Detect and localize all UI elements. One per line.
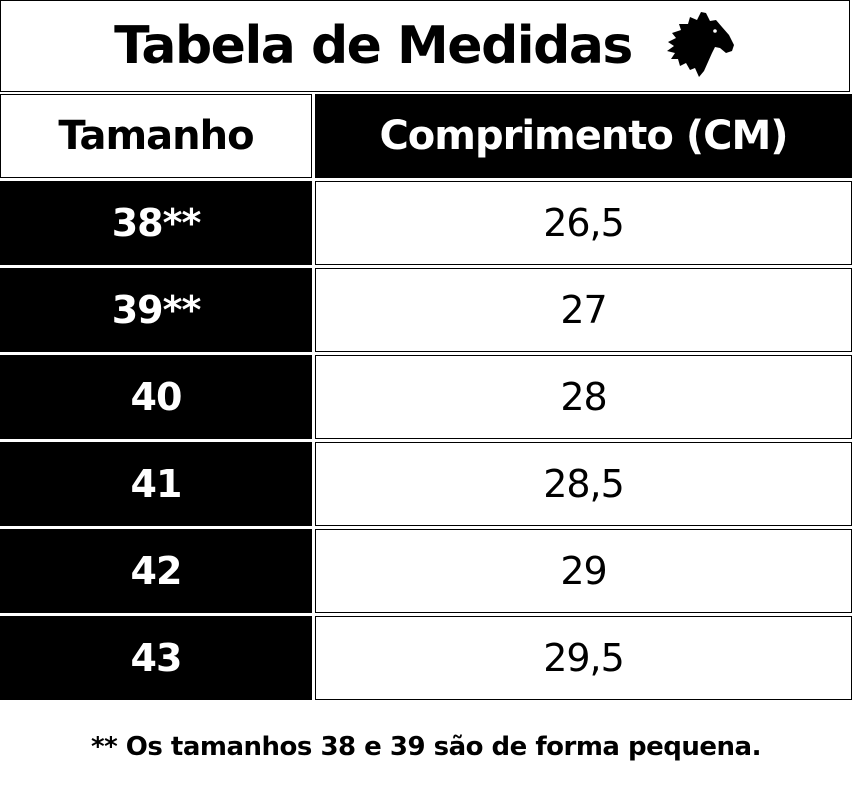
length-cell: 27: [315, 268, 852, 352]
header-length-cell: Comprimento (CM): [315, 94, 852, 178]
size-value: 38**: [111, 201, 202, 245]
length-value: 28: [560, 375, 607, 419]
length-value: 29,5: [543, 636, 625, 680]
size-cell: 41: [0, 442, 312, 526]
length-cell: 26,5: [315, 181, 852, 265]
header-size-label: Tamanho: [58, 113, 254, 159]
header-length-label: Comprimento (CM): [379, 113, 788, 159]
size-value: 41: [130, 462, 183, 506]
table-row: 42 29: [0, 529, 852, 613]
size-value: 40: [130, 375, 183, 419]
table-row: 38** 26,5: [0, 181, 852, 265]
length-cell: 29: [315, 529, 852, 613]
table-row: 39** 27: [0, 268, 852, 352]
table-header-row: Tamanho Comprimento (CM): [0, 94, 852, 178]
footnote: ** Os tamanhos 38 e 39 são de forma pequ…: [91, 732, 761, 762]
length-value: 27: [560, 288, 607, 332]
length-cell: 29,5: [315, 616, 852, 700]
length-value: 29: [560, 549, 607, 593]
size-cell: 39**: [0, 268, 312, 352]
table-row: 43 29,5: [0, 616, 852, 700]
length-value: 28,5: [543, 462, 625, 506]
chart-title: Tabela de Medidas: [114, 16, 633, 76]
size-cell: 42: [0, 529, 312, 613]
title-bar: Tabela de Medidas: [0, 0, 850, 92]
length-cell: 28: [315, 355, 852, 439]
size-value: 43: [130, 636, 183, 680]
length-cell: 28,5: [315, 442, 852, 526]
horse-head-icon: [666, 12, 734, 77]
size-cell: 40: [0, 355, 312, 439]
length-value: 26,5: [543, 201, 625, 245]
size-cell: 38**: [0, 181, 312, 265]
table-row: 40 28: [0, 355, 852, 439]
size-value: 42: [130, 549, 183, 593]
header-size-cell: Tamanho: [0, 94, 312, 178]
size-cell: 43: [0, 616, 312, 700]
size-value: 39**: [111, 288, 202, 332]
table-row: 41 28,5: [0, 442, 852, 526]
